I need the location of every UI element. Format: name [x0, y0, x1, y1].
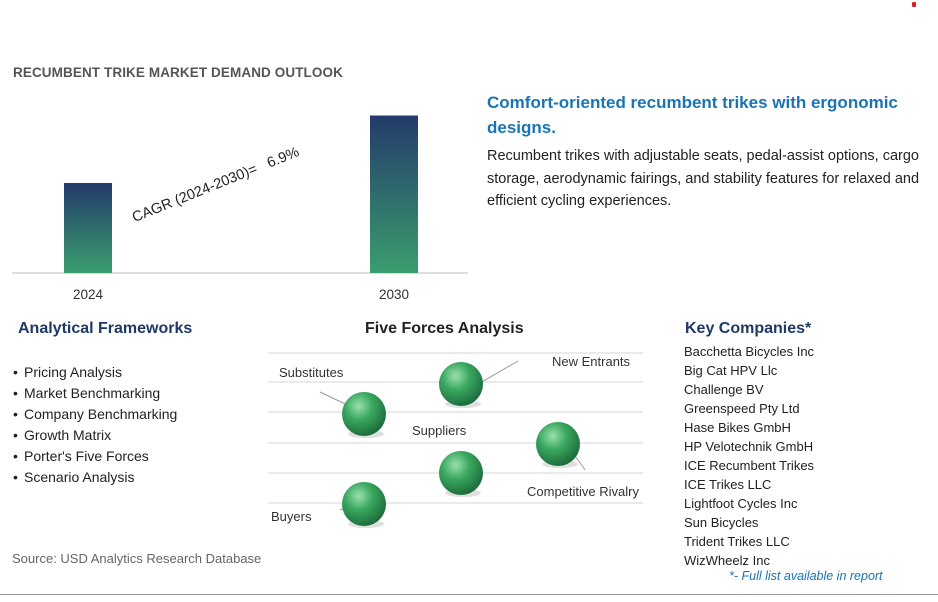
sphere-buyers — [342, 482, 386, 528]
bullet-icon: • — [13, 427, 18, 443]
force-label-buyers: Buyers — [271, 509, 312, 524]
x-tick-label-2030: 2030 — [379, 287, 409, 302]
analytical-frameworks-list: • Pricing Analysis • Market Benchmarking • Co… — [13, 362, 177, 488]
company-item: Trident Trikes LLC — [684, 534, 790, 549]
framework-label: Porter's Five Forces — [24, 448, 149, 464]
framework-item: • Porter's Five Forces — [13, 446, 177, 467]
framework-label: Market Benchmarking — [24, 385, 161, 401]
source-note: Source: USD Analytics Research Database — [12, 551, 262, 566]
x-tick-label-2024: 2024 — [73, 287, 104, 302]
sphere-competitive-rivalry — [536, 422, 580, 468]
connector-line — [479, 360, 519, 384]
force-label-substitutes: Substitutes — [279, 365, 344, 380]
framework-label: Growth Matrix — [24, 427, 112, 443]
key-companies-list: Bacchetta Bicycles Inc Big Cat HPV Llc Cha… — [684, 342, 814, 570]
chart-title: RECUMBENT TRIKE MARKET DEMAND OUTLOOK — [13, 65, 343, 80]
company-item: Hase Bikes GmbH — [684, 420, 791, 435]
framework-label: Pricing Analysis — [24, 364, 123, 380]
company-item: ICE Trikes LLC — [684, 477, 772, 492]
force-label-competitive-rivalry: Competitive Rivalry — [527, 484, 639, 499]
framework-item: • Pricing Analysis — [13, 362, 177, 383]
bar-2024 — [64, 183, 112, 273]
framework-item: • Scenario Analysis — [13, 467, 177, 488]
corner-mark — [912, 2, 916, 7]
sphere-substitutes — [342, 392, 386, 438]
company-item: Lightfoot Cycles Inc — [684, 496, 798, 511]
company-item: Sun Bicycles — [684, 515, 759, 530]
bullet-icon: • — [13, 385, 18, 401]
bar-chart: 2024 2030 — [12, 115, 468, 302]
framework-item: • Market Benchmarking — [13, 383, 177, 404]
description: Recumbent trikes with adjustable seats, … — [487, 148, 920, 209]
bullet-icon: • — [13, 448, 18, 464]
five-forces-title: Five Forces Analysis — [365, 320, 524, 337]
framework-label: Scenario Analysis — [24, 469, 135, 485]
sphere-suppliers — [439, 451, 483, 497]
framework-item: • Company Benchmarking — [13, 404, 177, 425]
five-forces-diagram — [268, 352, 643, 528]
key-companies-title: Key Companies* — [685, 320, 812, 337]
framework-item: • Growth Matrix — [13, 425, 177, 446]
company-item: Greenspeed Pty Ltd — [684, 401, 800, 416]
headline: Comfort-oriented recumbent trikes with e… — [487, 93, 898, 137]
company-item: Bacchetta Bicycles Inc — [684, 344, 815, 359]
company-item: WizWheelz Inc — [684, 553, 770, 568]
bottom-divider — [0, 594, 938, 595]
bullet-icon: • — [13, 406, 18, 422]
company-item: Big Cat HPV Llc — [684, 363, 778, 378]
force-label-suppliers: Suppliers — [412, 423, 467, 438]
bar-2030 — [370, 115, 418, 273]
framework-label: Company Benchmarking — [24, 406, 178, 422]
company-item: Challenge BV — [684, 382, 764, 397]
force-label-new-entrants: New Entrants — [552, 354, 631, 369]
sphere-new-entrants — [439, 362, 483, 408]
company-item: HP Velotechnik GmbH — [684, 439, 814, 454]
bullet-icon: • — [13, 364, 18, 380]
key-companies-note: *- Full list available in report — [729, 569, 883, 583]
company-item: ICE Recumbent Trikes — [684, 458, 815, 473]
analytical-frameworks-title: Analytical Frameworks — [18, 320, 193, 337]
bullet-icon: • — [13, 469, 18, 485]
